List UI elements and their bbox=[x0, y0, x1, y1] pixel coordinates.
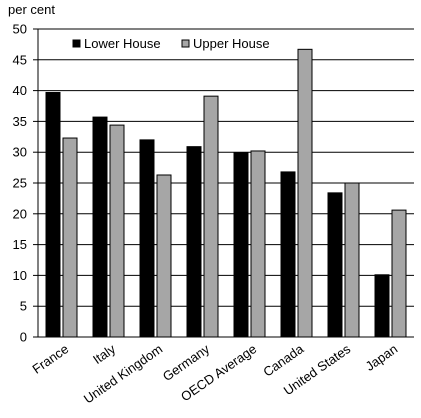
bar-lower-house bbox=[45, 91, 61, 338]
y-tick-label: 15 bbox=[13, 237, 27, 252]
bar-upper-house bbox=[109, 124, 125, 338]
y-tick-label: 45 bbox=[13, 52, 27, 67]
y-tick-label: 30 bbox=[13, 145, 27, 160]
y-tick-label: 50 bbox=[13, 22, 27, 37]
y-tick-label: 35 bbox=[13, 114, 27, 129]
legend-swatch bbox=[72, 39, 81, 48]
bar-upper-house bbox=[344, 182, 360, 338]
x-category-label: Japan bbox=[363, 341, 401, 374]
legend-label: Lower House bbox=[84, 36, 161, 51]
legend-swatch bbox=[181, 39, 190, 48]
bar-upper-house bbox=[391, 209, 407, 338]
bar-lower-house bbox=[280, 171, 296, 338]
y-tick-label: 5 bbox=[20, 299, 27, 314]
y-tick-label: 10 bbox=[13, 268, 27, 283]
bar-upper-house bbox=[250, 150, 266, 338]
bar-upper-house bbox=[203, 95, 219, 338]
y-tick-label: 20 bbox=[13, 206, 27, 221]
y-axis-unit-label: per cent bbox=[8, 2, 55, 17]
bar-upper-house bbox=[156, 174, 172, 338]
bar-lower-house bbox=[374, 274, 390, 338]
bar-lower-house bbox=[186, 146, 202, 338]
bar-lower-house bbox=[327, 192, 343, 338]
x-category-label: United Kingdom bbox=[81, 341, 165, 406]
bar-upper-house bbox=[297, 48, 313, 338]
y-tick-label: 40 bbox=[13, 83, 27, 98]
bar-lower-house bbox=[233, 152, 249, 338]
y-tick-label: 0 bbox=[20, 330, 27, 345]
bar-upper-house bbox=[62, 137, 78, 338]
legend-label: Upper House bbox=[193, 36, 270, 51]
x-category-label: France bbox=[29, 341, 71, 376]
x-category-label: Italy bbox=[90, 341, 119, 367]
y-tick-label: 25 bbox=[13, 176, 27, 191]
bar-lower-house bbox=[139, 139, 155, 338]
bar-lower-house bbox=[92, 116, 108, 338]
